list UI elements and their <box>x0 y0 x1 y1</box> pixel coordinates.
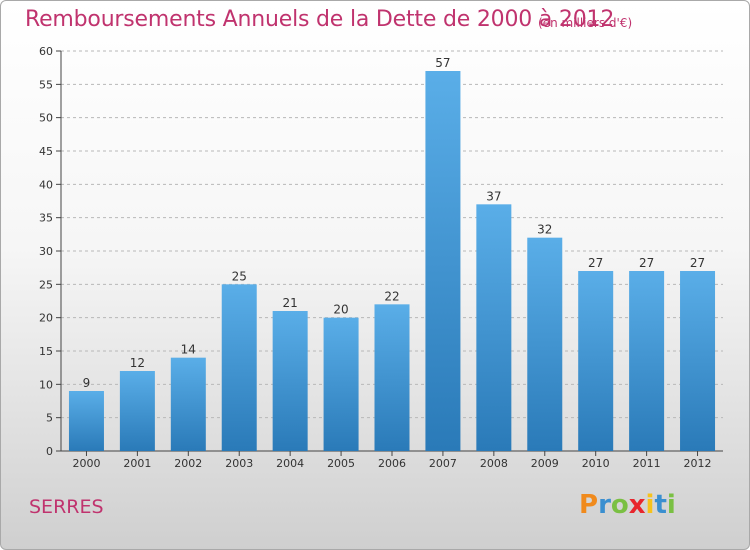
data-label: 27 <box>639 256 654 270</box>
x-tick-label: 2004 <box>276 457 304 470</box>
bar-2007 <box>425 71 461 451</box>
bar-2010 <box>578 271 614 451</box>
chart-title: Remboursements Annuels de la Dette de 20… <box>25 7 615 32</box>
data-label: 27 <box>690 256 705 270</box>
bar-2008 <box>476 204 512 451</box>
bar-2011 <box>629 271 665 451</box>
y-tick-label: 0 <box>46 445 53 458</box>
x-tick-label: 2012 <box>684 457 712 470</box>
y-tick-label: 10 <box>39 378 53 391</box>
y-tick-label: 45 <box>39 145 53 158</box>
data-label: 27 <box>588 256 603 270</box>
bar-2003 <box>221 284 257 451</box>
x-tick-label: 2009 <box>531 457 559 470</box>
chart-subtitle: (en milliers d'€) <box>538 16 633 30</box>
x-tick-label: 2005 <box>327 457 355 470</box>
data-label: 21 <box>283 296 298 310</box>
bar-2000 <box>68 391 104 451</box>
x-tick-label: 2003 <box>225 457 253 470</box>
logo-letter: o <box>610 490 629 520</box>
x-tick-label: 2002 <box>174 457 202 470</box>
logo-letter: t <box>654 490 667 520</box>
y-tick-label: 50 <box>39 112 53 125</box>
y-tick-label: 20 <box>39 312 53 325</box>
x-tick-label: 2011 <box>633 457 661 470</box>
bar-2012 <box>680 271 716 451</box>
proxiti-logo: Proxiti <box>579 490 676 520</box>
y-tick-label: 35 <box>39 212 53 225</box>
data-label: 37 <box>486 189 501 203</box>
bar-2009 <box>527 237 563 451</box>
bar-2001 <box>119 371 155 451</box>
bar-2002 <box>170 357 206 451</box>
logo-letter: x <box>628 490 646 520</box>
bar-2004 <box>272 311 308 451</box>
logo-letter: i <box>666 490 676 520</box>
y-tick-label: 15 <box>39 345 53 358</box>
x-tick-label: 2010 <box>582 457 610 470</box>
y-tick-label: 40 <box>39 178 53 191</box>
y-tick-label: 55 <box>39 78 53 91</box>
data-label: 9 <box>83 376 91 390</box>
data-label: 25 <box>232 269 247 283</box>
data-label: 22 <box>384 289 399 303</box>
logo-letter: r <box>598 490 611 520</box>
data-label: 14 <box>181 343 196 357</box>
x-tick-label: 2007 <box>429 457 457 470</box>
commune-name: SERRES <box>29 496 104 518</box>
labels: 0 5 10 15 20 25 30 35 40 45 50 55 60 2000 9 2001 12 2002 1… <box>39 45 712 470</box>
bar-2006 <box>374 304 410 451</box>
logo-letter: i <box>645 490 655 520</box>
y-tick-label: 5 <box>46 412 53 425</box>
x-tick-label: 2008 <box>480 457 508 470</box>
data-label: 12 <box>130 356 145 370</box>
logo-letter: P <box>579 490 599 520</box>
x-tick-label: 2000 <box>72 457 100 470</box>
data-label: 57 <box>435 56 450 70</box>
bars <box>68 71 716 451</box>
y-tick-label: 60 <box>39 45 53 58</box>
x-tick-label: 2006 <box>378 457 406 470</box>
bar-2005 <box>323 317 359 451</box>
x-tick-label: 2001 <box>123 457 151 470</box>
y-tick-label: 30 <box>39 245 53 258</box>
y-tick-label: 25 <box>39 278 53 291</box>
data-label: 20 <box>333 303 348 317</box>
data-label: 32 <box>537 223 552 237</box>
